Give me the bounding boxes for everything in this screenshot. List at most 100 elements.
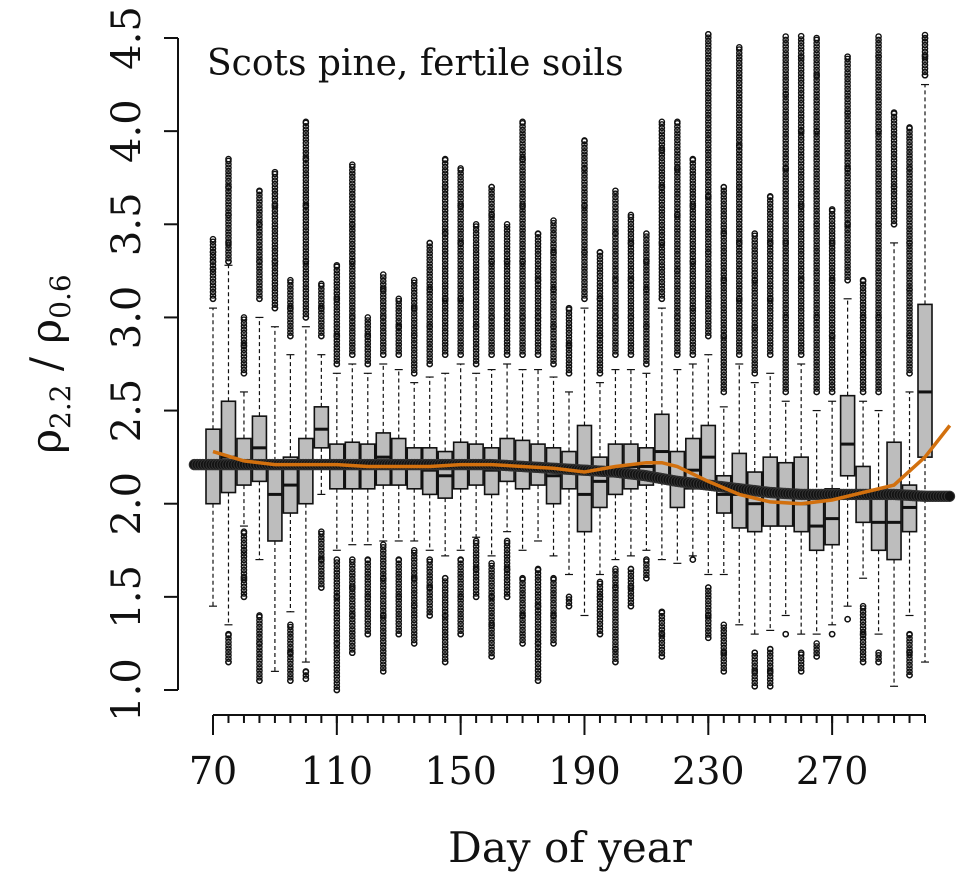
outlier-point-upper xyxy=(503,287,511,295)
outlier-point-upper xyxy=(813,93,820,101)
outlier-point-upper xyxy=(364,347,372,354)
outlier-point-lower xyxy=(333,622,341,630)
outlier-point-upper xyxy=(751,353,759,360)
outlier-point-upper xyxy=(302,143,310,150)
outlier-point-upper xyxy=(395,348,403,355)
outlier-point-upper xyxy=(674,187,681,194)
outlier-point-upper xyxy=(674,341,681,348)
outlier-point-lower xyxy=(287,630,294,638)
outlier-point-lower xyxy=(349,605,356,613)
outlier-point-upper xyxy=(906,326,913,334)
outlier-point-upper xyxy=(333,317,341,324)
outlier-point-upper xyxy=(271,291,279,299)
outlier-point-lower xyxy=(488,582,495,590)
boxplot-day-245 xyxy=(746,230,763,690)
outlier-point-upper xyxy=(906,266,913,273)
outlier-point-upper xyxy=(720,324,728,332)
outlier-point-upper xyxy=(550,219,557,227)
outlier-point-lower xyxy=(519,609,526,617)
outlier-point-lower xyxy=(565,596,573,603)
outlier-point-lower xyxy=(333,656,341,664)
outlier-point-upper xyxy=(751,326,759,334)
outlier-point-upper xyxy=(349,297,356,305)
outlier-point-lower xyxy=(534,570,542,577)
outlier-point-lower xyxy=(488,596,495,603)
outlier-point-upper xyxy=(813,334,820,342)
outlier-point-upper xyxy=(441,267,449,275)
outlier-point-upper xyxy=(705,64,712,72)
outlier-point-upper xyxy=(766,277,774,285)
outlier-point-upper xyxy=(705,255,712,263)
outlier-point-lower xyxy=(534,606,542,614)
outlier-point-upper xyxy=(797,163,805,171)
outlier-point-lower xyxy=(318,537,325,544)
outlier-point-upper xyxy=(844,193,851,200)
outlier-point-upper xyxy=(565,349,573,357)
outlier-point-upper xyxy=(488,297,495,305)
outlier-point-upper xyxy=(813,288,820,295)
outlier-point-upper xyxy=(658,215,666,222)
outlier-point-upper xyxy=(875,328,882,335)
outlier-point-upper xyxy=(844,223,851,230)
outlier-point-upper xyxy=(813,298,820,305)
outlier-point-upper xyxy=(890,220,898,228)
outlier-point-upper xyxy=(441,284,449,291)
outlier-point-upper xyxy=(705,285,712,293)
outlier-point-lower xyxy=(395,610,403,618)
outlier-point-upper xyxy=(720,371,728,379)
outlier-point-lower xyxy=(256,657,263,664)
outlier-point-upper xyxy=(689,223,697,231)
outlier-point-lower xyxy=(240,563,248,570)
outlier-point-upper xyxy=(395,323,403,331)
outlier-point-lower xyxy=(550,596,557,604)
outlier-point-upper xyxy=(349,177,356,184)
outlier-point-lower xyxy=(240,549,248,557)
outlier-point-lower xyxy=(225,635,232,642)
outlier-point-upper xyxy=(705,84,712,92)
outlier-point-upper xyxy=(519,307,526,315)
outlier-point-lower xyxy=(612,615,619,622)
outlier-point-upper xyxy=(674,240,681,248)
outlier-point-upper xyxy=(426,253,433,260)
outlier-point-upper xyxy=(813,247,820,255)
outlier-point-upper xyxy=(658,258,666,266)
outlier-point-lower xyxy=(875,658,882,666)
outlier-point-upper xyxy=(844,266,851,274)
outlier-point-lower xyxy=(426,584,433,591)
outlier-point-lower xyxy=(751,649,759,657)
outlier-point-lower xyxy=(379,580,387,588)
outlier-point-upper xyxy=(689,183,697,191)
outlier-point-lower xyxy=(379,634,387,642)
outlier-point-upper xyxy=(813,43,820,50)
outlier-point-upper xyxy=(689,237,697,244)
outlier-point-upper xyxy=(488,240,495,248)
outlier-point-upper xyxy=(906,332,913,340)
outlier-point-lower xyxy=(349,592,356,600)
outlier-point-upper xyxy=(921,71,929,79)
outlier-point-upper xyxy=(782,96,789,104)
outlier-point-upper xyxy=(689,213,697,221)
outlier-point-upper xyxy=(813,348,820,356)
outlier-point-upper xyxy=(256,220,263,228)
outlier-point-upper xyxy=(720,378,728,386)
outlier-point-upper xyxy=(534,257,542,265)
outlier-point-lower xyxy=(472,593,480,601)
outlier-point-lower xyxy=(596,627,604,635)
outlier-point-upper xyxy=(658,194,666,202)
outlier-point-upper xyxy=(720,214,728,221)
outlier-point-upper xyxy=(457,210,464,218)
outlier-point-upper xyxy=(550,307,557,314)
outlier-point-upper xyxy=(333,295,341,303)
outlier-point-upper xyxy=(813,194,820,201)
outlier-point-upper xyxy=(472,220,480,228)
outlier-point-lower xyxy=(256,674,263,681)
outlier-point-upper xyxy=(844,72,851,79)
outlier-point-upper xyxy=(441,314,449,322)
outlier-point-upper xyxy=(457,183,464,191)
outlier-point-lower xyxy=(256,677,263,684)
outlier-point-upper xyxy=(457,193,464,201)
boxplot-day-180 xyxy=(545,217,562,647)
outlier-point-lower xyxy=(333,612,341,620)
outlier-point-upper xyxy=(782,130,789,138)
outlier-point-upper xyxy=(488,334,495,342)
